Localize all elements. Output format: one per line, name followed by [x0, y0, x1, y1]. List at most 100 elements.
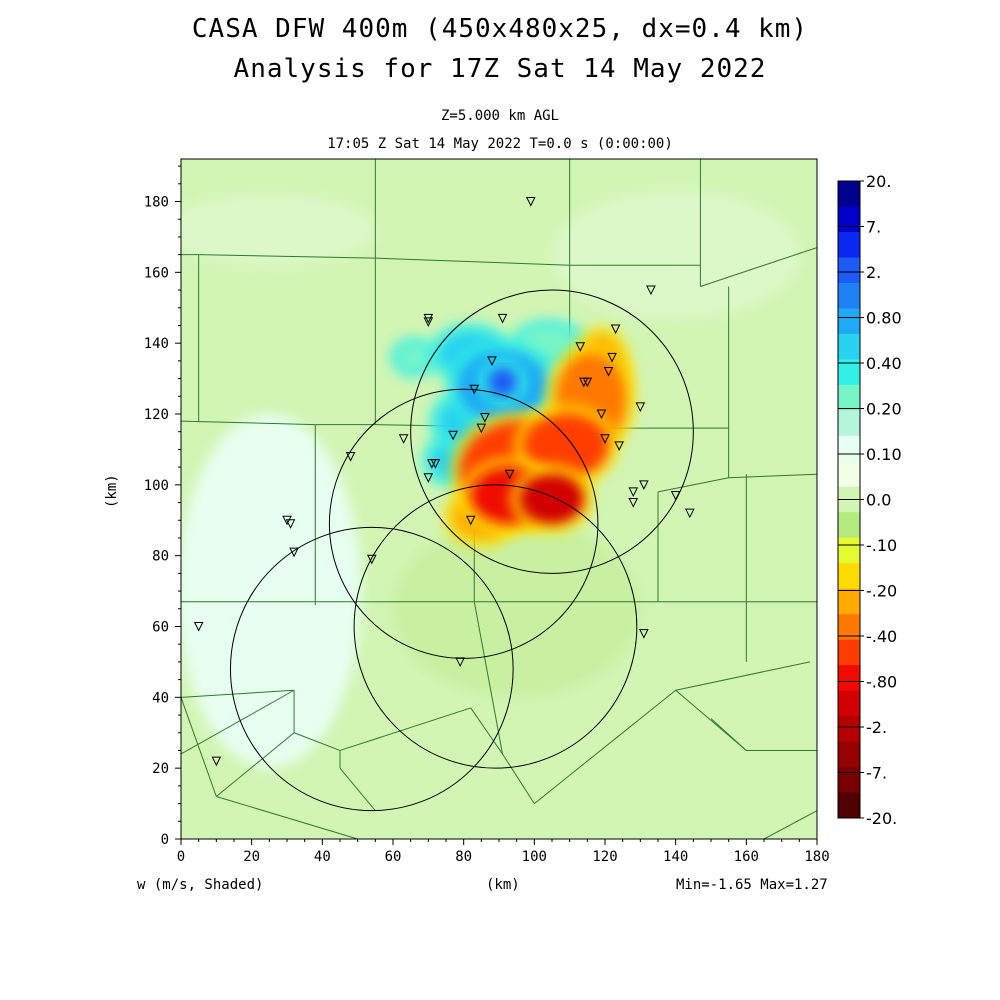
- colorbar-swatch: [838, 690, 860, 717]
- colorbar-swatch: [838, 435, 860, 462]
- county-line: [181, 689, 295, 698]
- chart-subtitle: Analysis for 17Z Sat 14 May 2022: [233, 54, 767, 84]
- colorbar-label: 0.0: [866, 491, 891, 510]
- station-marker: [469, 384, 480, 395]
- x-tick-label: 100: [522, 849, 547, 865]
- weak-positive-region: [181, 414, 362, 769]
- x-tick-label: 180: [804, 849, 829, 865]
- y-tick-label: 120: [144, 407, 169, 423]
- colorbar-swatch: [838, 767, 860, 794]
- county-line: [216, 732, 295, 797]
- station-marker: [480, 413, 490, 423]
- county-line: [534, 774, 570, 804]
- axes: 0 20 40 60 80 100 120 140 160 180 0 20 40 60 80 100 120 1…: [144, 158, 830, 865]
- county-line: [657, 477, 729, 493]
- y-tick-label: 160: [144, 265, 169, 281]
- y-tick-label: 60: [152, 620, 169, 636]
- colorbar-swatch: [838, 741, 860, 768]
- colorbar: 20. 7. 2. 0.80 0.40 0.20 0.10 0.0 -.10 -.20 -.40 -.…: [837, 172, 902, 828]
- station-marker: [670, 490, 681, 501]
- weak-negative-region: [393, 520, 641, 698]
- updraft-cell: [520, 474, 584, 524]
- station-marker: [628, 498, 639, 508]
- colorbar-swatch: [838, 665, 860, 692]
- county-line: [198, 254, 376, 259]
- station-markers: [193, 197, 695, 767]
- station-marker: [603, 367, 614, 377]
- colorbar-swatch: [838, 537, 860, 564]
- colorbar-swatch: [838, 614, 860, 641]
- y-tick-label: 100: [144, 478, 169, 494]
- colorbar-label: 20.: [866, 172, 891, 191]
- colorbar-swatch: [838, 512, 860, 539]
- colorbar-label: 0.40: [866, 354, 902, 373]
- colorbar-label: -7.: [866, 764, 887, 783]
- colorbar-label: 2.: [866, 263, 881, 282]
- station-marker: [430, 459, 441, 469]
- field-label: w (m/s, Shaded): [137, 877, 264, 893]
- colorbar-swatch: [838, 639, 860, 666]
- x-axis-label: (km): [486, 877, 520, 893]
- colorbar-swatch: [838, 231, 860, 258]
- station-marker: [607, 352, 617, 363]
- x-tick-label: 0: [177, 849, 185, 865]
- vertical-velocity-field: [389, 318, 637, 549]
- county-line: [700, 247, 817, 287]
- station-marker: [635, 402, 646, 413]
- radar-range-ring: [410, 289, 694, 574]
- station-marker: [684, 508, 695, 519]
- county-line: [339, 707, 471, 751]
- colorbar-swatch: [838, 410, 860, 437]
- county-line: [473, 601, 504, 755]
- colorbar-label: -.40: [866, 627, 897, 646]
- station-marker: [285, 519, 296, 529]
- colorbar-swatch: [838, 716, 860, 743]
- weak-region-northeast: [552, 190, 800, 319]
- y-tick-label: 0: [161, 832, 169, 848]
- county-line: [375, 257, 570, 266]
- station-marker: [476, 423, 487, 434]
- station-marker: [582, 377, 593, 388]
- colorbar-label: -.80: [866, 673, 897, 692]
- county-line: [763, 810, 817, 839]
- y-tick-label: 140: [144, 336, 169, 352]
- station-marker: [465, 515, 476, 526]
- station-marker: [423, 473, 434, 483]
- colorbar-swatch: [838, 359, 860, 386]
- colorbar-swatch: [838, 333, 860, 360]
- colorbar-label: -.10: [866, 536, 897, 555]
- station-marker: [398, 434, 409, 444]
- station-marker: [596, 409, 607, 420]
- time-label: 17:05 Z Sat 14 May 2022 T=0.0 s (0:00:00…: [327, 136, 673, 152]
- county-line: [502, 753, 535, 804]
- station-marker: [423, 317, 434, 328]
- station-marker: [193, 622, 204, 632]
- station-marker: [628, 487, 639, 498]
- radar-range-ring: [353, 484, 638, 769]
- county-line: [675, 661, 811, 691]
- colorbar-swatch: [838, 384, 860, 411]
- station-marker: [211, 756, 222, 767]
- y-tick-label: 20: [152, 761, 169, 777]
- station-marker: [366, 554, 377, 565]
- county-line: [569, 689, 676, 776]
- colorbar-swatch: [838, 461, 860, 488]
- level-label: Z=5.000 km AGL: [440, 108, 559, 124]
- downdraft-cell: [400, 346, 429, 368]
- station-marker: [455, 657, 465, 668]
- station-marker: [487, 356, 497, 366]
- y-tick-label: 40: [152, 690, 169, 706]
- chart-title: CASA DFW 400m (450x480x25, dx=0.4 km): [191, 14, 809, 44]
- plot-background: [181, 159, 817, 839]
- county-line: [675, 689, 747, 751]
- weak-region-north: [181, 194, 376, 266]
- colorbar-label: -.20: [866, 582, 897, 601]
- x-tick-label: 140: [663, 849, 688, 865]
- x-tick-label: 160: [734, 849, 759, 865]
- colorbar-swatch: [838, 181, 860, 207]
- colorbar-swatch: [838, 257, 860, 284]
- x-tick-label: 40: [314, 849, 331, 865]
- colorbar-swatch: [838, 792, 860, 819]
- county-line: [339, 767, 376, 811]
- colorbar-swatch: [838, 563, 860, 590]
